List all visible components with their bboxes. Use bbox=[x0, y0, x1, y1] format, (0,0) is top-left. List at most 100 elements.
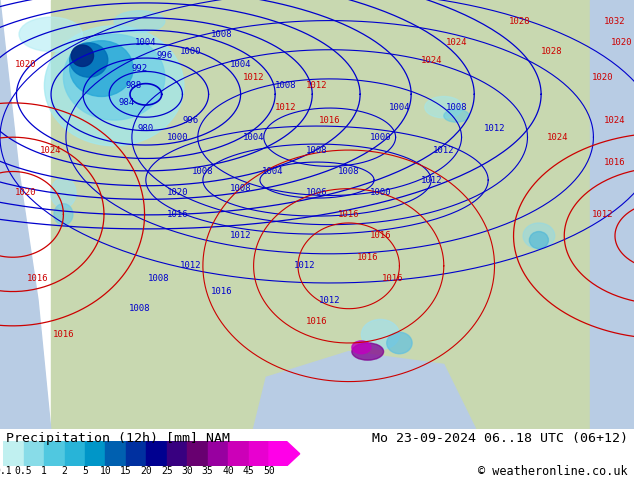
Text: 1012: 1012 bbox=[484, 124, 505, 133]
Text: 1012: 1012 bbox=[306, 81, 328, 90]
Ellipse shape bbox=[352, 343, 384, 360]
Text: 1012: 1012 bbox=[433, 146, 455, 154]
Text: 1008: 1008 bbox=[338, 167, 359, 176]
Text: Mo 23-09-2024 06..18 UTC (06+12): Mo 23-09-2024 06..18 UTC (06+12) bbox=[372, 432, 628, 445]
Bar bbox=[44, 441, 65, 466]
Text: 1024: 1024 bbox=[40, 146, 61, 154]
Text: 1016: 1016 bbox=[167, 210, 188, 219]
Text: 1032: 1032 bbox=[604, 17, 626, 26]
Ellipse shape bbox=[352, 341, 371, 354]
Ellipse shape bbox=[523, 223, 555, 249]
Text: 1008: 1008 bbox=[230, 184, 252, 193]
Text: 1008: 1008 bbox=[275, 81, 296, 90]
Ellipse shape bbox=[444, 109, 469, 122]
Text: 2: 2 bbox=[61, 466, 67, 475]
Text: Precipitation (12h) [mm] NAM: Precipitation (12h) [mm] NAM bbox=[6, 432, 230, 445]
Text: 45: 45 bbox=[243, 466, 254, 475]
Polygon shape bbox=[0, 0, 51, 429]
Text: 1012: 1012 bbox=[230, 231, 252, 240]
Ellipse shape bbox=[361, 319, 399, 349]
Text: 1006: 1006 bbox=[306, 189, 328, 197]
Bar bbox=[126, 441, 146, 466]
Bar bbox=[146, 441, 167, 466]
Text: 1028: 1028 bbox=[509, 17, 531, 26]
Text: 1020: 1020 bbox=[592, 73, 613, 82]
Ellipse shape bbox=[387, 332, 412, 354]
Bar bbox=[187, 441, 208, 466]
Text: 20: 20 bbox=[141, 466, 152, 475]
FancyArrow shape bbox=[269, 441, 300, 467]
Text: 1008: 1008 bbox=[446, 103, 467, 112]
Text: 1016: 1016 bbox=[604, 158, 626, 168]
Text: 1012: 1012 bbox=[179, 261, 201, 270]
Text: 1016: 1016 bbox=[338, 210, 359, 219]
Text: 1016: 1016 bbox=[306, 317, 328, 326]
Ellipse shape bbox=[70, 43, 108, 77]
Bar bbox=[228, 441, 249, 466]
Text: 1012: 1012 bbox=[592, 210, 613, 219]
Text: 1016: 1016 bbox=[319, 116, 340, 124]
Text: 15: 15 bbox=[120, 466, 132, 475]
Text: 1020: 1020 bbox=[15, 189, 36, 197]
Ellipse shape bbox=[425, 97, 463, 118]
Text: 1008: 1008 bbox=[306, 146, 328, 154]
Bar bbox=[23, 441, 44, 466]
Text: 1024: 1024 bbox=[604, 116, 626, 124]
Text: 1012: 1012 bbox=[243, 73, 264, 82]
Text: 988: 988 bbox=[125, 81, 141, 90]
Ellipse shape bbox=[54, 204, 73, 225]
Text: 50: 50 bbox=[263, 466, 275, 475]
Text: 996: 996 bbox=[157, 51, 173, 60]
Text: 1012: 1012 bbox=[319, 295, 340, 305]
Text: 1000: 1000 bbox=[370, 133, 391, 142]
Bar bbox=[3, 441, 23, 466]
Text: 996: 996 bbox=[182, 116, 198, 124]
Text: © weatheronline.co.uk: © weatheronline.co.uk bbox=[478, 465, 628, 478]
Text: 1024: 1024 bbox=[547, 133, 569, 142]
Bar bbox=[249, 441, 269, 466]
Text: 40: 40 bbox=[223, 466, 234, 475]
Text: 1020: 1020 bbox=[611, 38, 632, 48]
Ellipse shape bbox=[51, 178, 76, 208]
Text: 1016: 1016 bbox=[53, 330, 74, 339]
Text: 1008: 1008 bbox=[129, 304, 150, 313]
Ellipse shape bbox=[19, 17, 82, 51]
Text: 1028: 1028 bbox=[541, 47, 562, 56]
Text: 35: 35 bbox=[202, 466, 214, 475]
Text: 1004: 1004 bbox=[230, 60, 252, 69]
Text: 0.1: 0.1 bbox=[0, 466, 12, 475]
Polygon shape bbox=[254, 352, 476, 429]
Text: 1004: 1004 bbox=[243, 133, 264, 142]
Ellipse shape bbox=[44, 25, 184, 146]
Text: 1024: 1024 bbox=[446, 38, 467, 48]
Text: 25: 25 bbox=[161, 466, 172, 475]
Text: 1020: 1020 bbox=[15, 60, 36, 69]
Text: 1004: 1004 bbox=[389, 103, 410, 112]
Text: 1000: 1000 bbox=[167, 133, 188, 142]
Ellipse shape bbox=[114, 11, 165, 32]
Bar bbox=[167, 441, 187, 466]
Text: 1: 1 bbox=[41, 466, 47, 475]
Text: 1004: 1004 bbox=[262, 167, 283, 176]
Text: 1024: 1024 bbox=[420, 55, 442, 65]
Ellipse shape bbox=[70, 41, 133, 97]
Text: 1000: 1000 bbox=[370, 189, 391, 197]
Text: 0.5: 0.5 bbox=[15, 466, 32, 475]
Ellipse shape bbox=[71, 45, 94, 67]
Text: 1020: 1020 bbox=[167, 189, 188, 197]
Text: 30: 30 bbox=[181, 466, 193, 475]
Text: 1004: 1004 bbox=[135, 38, 157, 48]
Text: 1008: 1008 bbox=[148, 274, 169, 283]
Text: 1000: 1000 bbox=[179, 47, 201, 56]
Text: 1008: 1008 bbox=[192, 167, 214, 176]
Polygon shape bbox=[590, 0, 634, 429]
Text: 1012: 1012 bbox=[294, 261, 315, 270]
Text: 1012: 1012 bbox=[275, 103, 296, 112]
Text: 1016: 1016 bbox=[27, 274, 49, 283]
Text: 1016: 1016 bbox=[211, 287, 233, 296]
Text: 992: 992 bbox=[131, 64, 148, 73]
Bar bbox=[105, 441, 126, 466]
Text: 1016: 1016 bbox=[382, 274, 404, 283]
Text: 1012: 1012 bbox=[420, 175, 442, 185]
Text: 10: 10 bbox=[100, 466, 112, 475]
